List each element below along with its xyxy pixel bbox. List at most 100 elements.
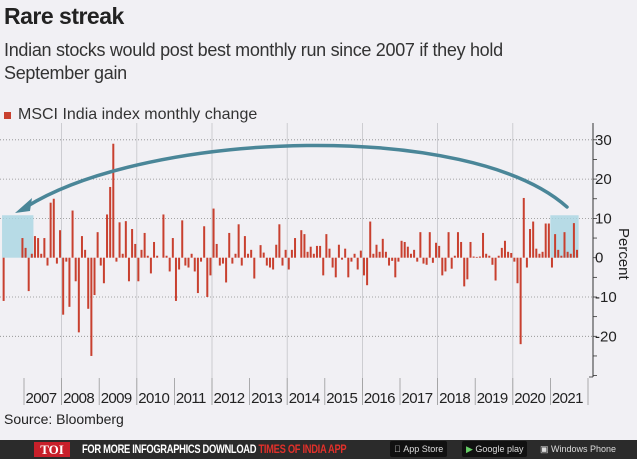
bar bbox=[472, 256, 475, 258]
bar bbox=[200, 257, 203, 262]
app-store-badge[interactable]:  App Store bbox=[390, 441, 448, 457]
x-tick-label: 2018 bbox=[439, 390, 470, 407]
bar bbox=[450, 257, 453, 269]
bar bbox=[325, 234, 328, 258]
bar bbox=[300, 230, 303, 258]
bar bbox=[62, 257, 65, 315]
bar bbox=[90, 257, 93, 356]
bar-chart: 2007 2008 2009 2010 2011 2012 2013 2014 2015 2016… bbox=[0, 123, 632, 407]
bar bbox=[272, 257, 275, 270]
bar bbox=[21, 238, 24, 258]
x-tick-label: 2020 bbox=[514, 390, 545, 407]
bar bbox=[203, 226, 206, 258]
bar bbox=[513, 257, 516, 262]
bar bbox=[456, 232, 459, 258]
bar bbox=[77, 257, 80, 333]
bar bbox=[463, 257, 466, 287]
x-tick-label: 2009 bbox=[101, 390, 132, 407]
bar bbox=[478, 256, 481, 258]
bar bbox=[268, 257, 271, 268]
play-icon: ▶ bbox=[466, 444, 476, 454]
bar bbox=[259, 245, 262, 258]
bar bbox=[560, 255, 563, 258]
bar bbox=[532, 221, 535, 258]
bar bbox=[80, 236, 83, 258]
source-note: Source: Bloomberg bbox=[4, 411, 124, 427]
bar bbox=[566, 251, 569, 258]
bar bbox=[334, 257, 337, 278]
bar bbox=[231, 257, 234, 264]
bar bbox=[218, 257, 221, 266]
bar bbox=[328, 248, 331, 258]
bar bbox=[497, 255, 500, 258]
bar bbox=[193, 257, 196, 272]
bar bbox=[550, 257, 553, 268]
bar bbox=[356, 257, 359, 270]
bar bbox=[403, 241, 406, 258]
google-play-badge[interactable]: ▶ Google play bbox=[462, 441, 528, 457]
bar bbox=[572, 223, 575, 258]
bar bbox=[475, 256, 478, 258]
legend-swatch bbox=[4, 111, 11, 119]
bar bbox=[529, 229, 532, 258]
bar bbox=[460, 241, 463, 258]
bar bbox=[290, 249, 293, 258]
bar bbox=[84, 249, 87, 258]
y-tick-label: -20 bbox=[595, 328, 617, 345]
bar bbox=[388, 257, 391, 266]
bar bbox=[168, 257, 171, 272]
bar bbox=[99, 257, 102, 266]
bar bbox=[337, 244, 340, 258]
bar bbox=[52, 198, 55, 258]
bar bbox=[221, 257, 224, 264]
bar bbox=[309, 246, 312, 258]
x-tick-label: 2008 bbox=[63, 390, 94, 407]
bar bbox=[447, 232, 450, 258]
bar bbox=[68, 257, 71, 307]
bar bbox=[215, 243, 218, 258]
bar bbox=[350, 257, 353, 262]
bar bbox=[378, 251, 381, 258]
bar bbox=[491, 257, 494, 265]
bar bbox=[503, 240, 506, 258]
bar bbox=[397, 257, 400, 262]
bar bbox=[453, 255, 456, 258]
bar bbox=[312, 253, 315, 258]
bar bbox=[369, 221, 372, 258]
bar bbox=[190, 253, 193, 258]
bar bbox=[121, 253, 124, 258]
bar bbox=[247, 253, 250, 258]
y-axis-label: Percent bbox=[615, 228, 632, 281]
bar bbox=[406, 246, 409, 258]
bar bbox=[2, 257, 5, 301]
bar bbox=[181, 220, 184, 258]
bar bbox=[359, 250, 362, 258]
legend-label: MSCI India index monthly change bbox=[18, 106, 258, 123]
bar bbox=[196, 257, 199, 294]
bar bbox=[394, 257, 397, 278]
chart-subtitle: Indian stocks would post best monthly ru… bbox=[4, 40, 503, 83]
bar bbox=[391, 257, 394, 261]
bar bbox=[140, 249, 143, 258]
toi-logo[interactable]: TOI bbox=[34, 442, 70, 457]
bar bbox=[469, 241, 472, 258]
bar bbox=[384, 251, 387, 258]
bar bbox=[315, 245, 318, 258]
bar bbox=[171, 238, 174, 258]
x-tick-label: 2010 bbox=[138, 390, 169, 407]
windows-icon: ▣ bbox=[540, 444, 552, 454]
y-tick-label: 30 bbox=[595, 132, 612, 149]
bar bbox=[87, 257, 90, 309]
bar bbox=[46, 257, 49, 266]
bar bbox=[131, 229, 134, 258]
bar bbox=[265, 257, 268, 266]
x-tick-label: 2012 bbox=[214, 390, 245, 407]
bar bbox=[24, 247, 27, 258]
windows-phone-badge[interactable]: ▣ Windows Phone bbox=[540, 444, 617, 454]
bar bbox=[381, 238, 384, 258]
x-tick-label: 2019 bbox=[477, 390, 508, 407]
bar bbox=[322, 257, 325, 276]
bar bbox=[353, 253, 356, 258]
bar bbox=[362, 257, 365, 276]
bar bbox=[541, 251, 544, 258]
